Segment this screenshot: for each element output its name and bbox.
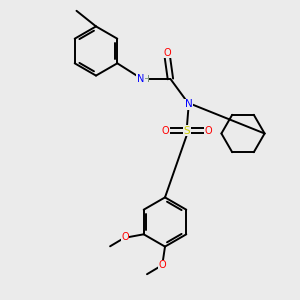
- Text: O: O: [161, 126, 169, 136]
- Text: S: S: [184, 126, 190, 136]
- Text: O: O: [164, 48, 171, 58]
- Text: N: N: [184, 99, 192, 110]
- Text: O: O: [121, 232, 129, 242]
- Text: H: H: [142, 75, 149, 84]
- Text: N: N: [137, 74, 144, 85]
- Text: O: O: [205, 126, 212, 136]
- Text: O: O: [158, 260, 166, 270]
